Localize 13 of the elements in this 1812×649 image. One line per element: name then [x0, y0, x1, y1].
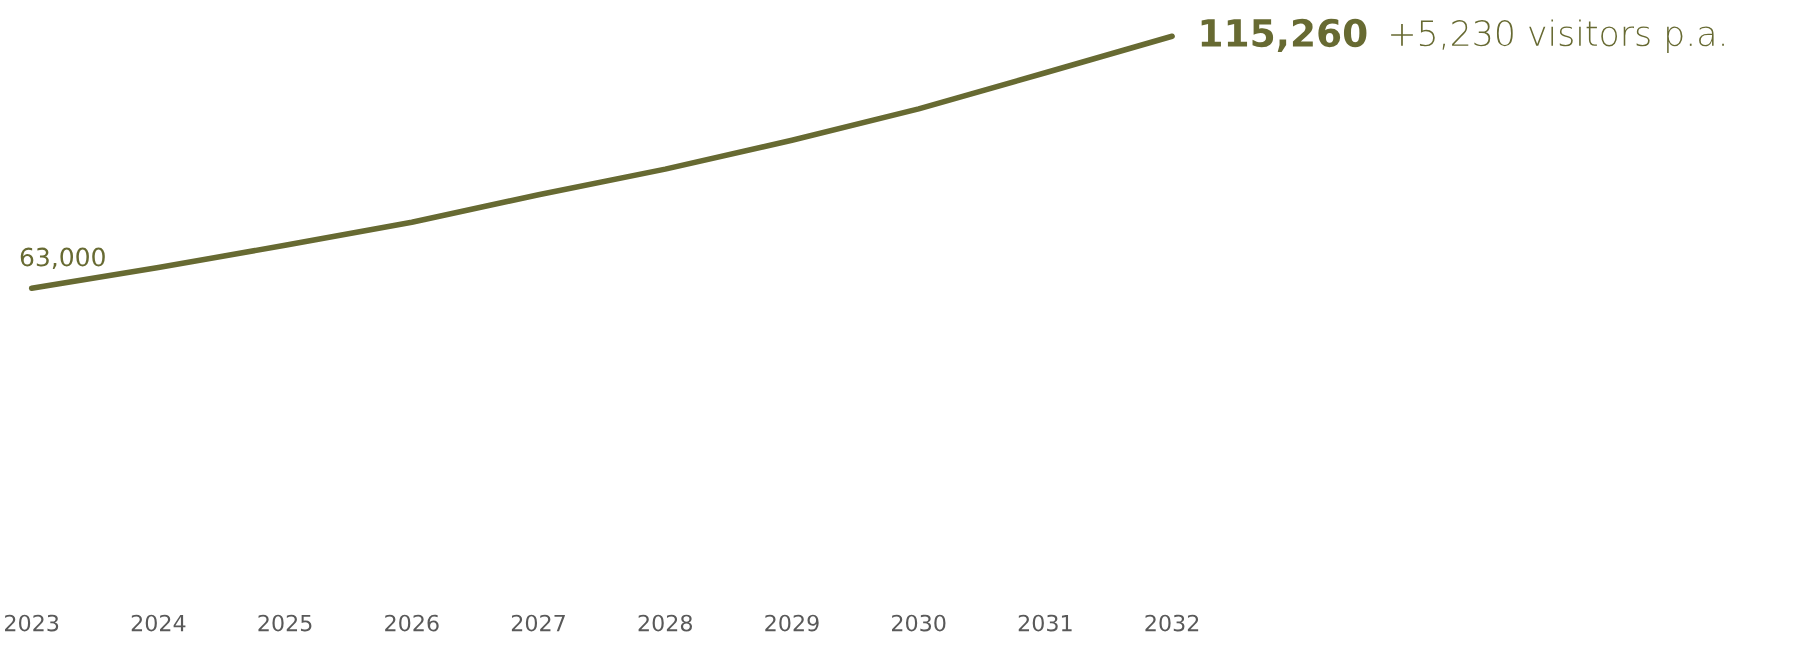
x-tick-label: 2032 — [1145, 614, 1199, 632]
data-label: 63,000 — [20, 247, 105, 270]
x-tick-label: 2027 — [511, 614, 565, 632]
x-tick-label: 2028 — [638, 614, 692, 632]
x-tick-label: 2023 — [5, 614, 59, 632]
x-tick-label: 2025 — [258, 614, 312, 632]
x-tick-label: 2031 — [1018, 614, 1072, 632]
text: +5,230 visitors p.a. — [1391, 19, 1724, 54]
x-tick-label: 2030 — [892, 614, 946, 632]
x-tick-label: 2026 — [385, 614, 439, 632]
x-tick-label: 2029 — [765, 614, 819, 632]
x-tick-label: 2024 — [131, 614, 186, 632]
data-label: 115,260 — [1201, 18, 1367, 52]
